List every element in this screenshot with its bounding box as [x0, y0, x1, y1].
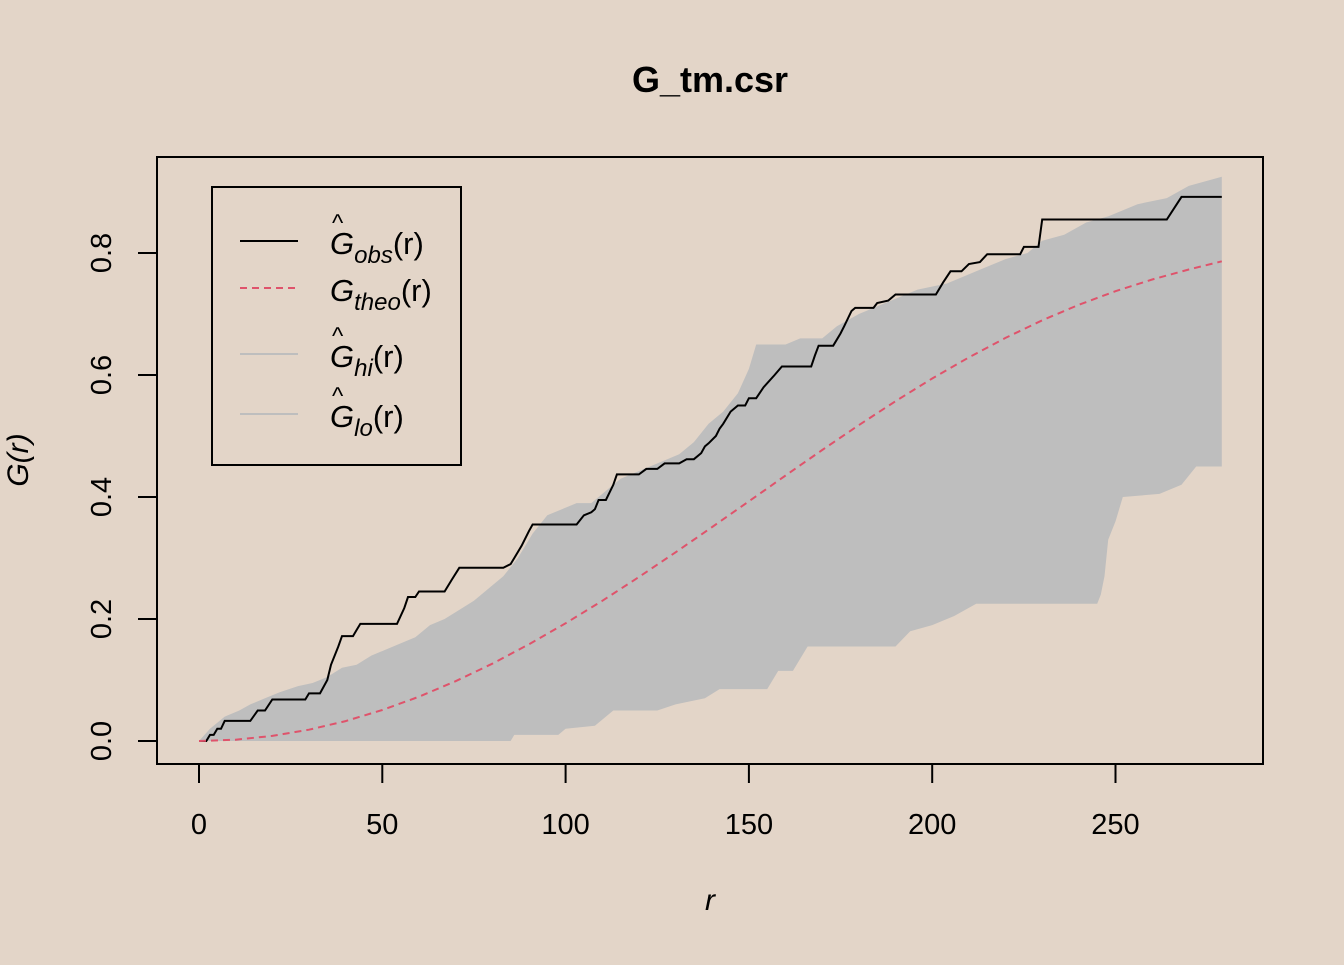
y-tick-label: 0.4: [86, 477, 118, 517]
series-obs-line: [199, 195, 1222, 742]
legend-subscript: theo: [354, 289, 401, 316]
legend-label: Gtheo(r): [330, 273, 432, 316]
legend-hat: ^: [332, 210, 344, 237]
legend-symbol: G: [330, 339, 354, 374]
legend-item-hi: Ghi(r)^: [240, 323, 404, 382]
legend-label: Ghi(r): [330, 339, 404, 382]
x-tick-label: 100: [541, 809, 589, 841]
envelope-band: [199, 176, 1222, 742]
legend-argument: (r): [393, 226, 424, 261]
legend-item-lo: Glo(r)^: [240, 383, 404, 442]
legend-argument: (r): [373, 339, 404, 374]
legend-symbol: G: [330, 399, 354, 434]
x-tick-label: 150: [725, 809, 773, 841]
legend-box: [211, 186, 462, 466]
legend-subscript: obs: [354, 242, 393, 269]
legend-symbol: G: [330, 226, 354, 261]
envelope-layer: [199, 176, 1222, 742]
legend-symbol: G: [330, 273, 354, 308]
x-axis: 0 50 100 150 200 250: [191, 763, 1140, 841]
y-tick-label: 0.0: [86, 721, 118, 761]
series-theo-line: [198, 260, 1223, 742]
legend-subscript: hi: [354, 355, 373, 382]
y-tick-label: 0.6: [86, 355, 118, 395]
legend-label: Glo(r): [330, 399, 404, 442]
y-axis: 0.0 0.2 0.4 0.6 0.8: [86, 233, 158, 761]
legend-argument: (r): [373, 399, 404, 434]
x-tick-label: 250: [1091, 809, 1139, 841]
y-tick-label: 0.8: [86, 233, 118, 273]
y-tick-label: 0.2: [86, 599, 118, 639]
legend-label: Gobs(r): [330, 226, 424, 269]
legend-hat: ^: [332, 383, 344, 410]
legend-item-theo: Gtheo(r): [240, 273, 432, 316]
x-tick-label: 50: [366, 809, 398, 841]
x-tick-label: 0: [191, 809, 207, 841]
y-axis-label: G(r): [2, 433, 35, 486]
chart-title: G_tm.csr: [632, 59, 788, 100]
legend-hat: ^: [332, 323, 344, 350]
x-axis-label: r: [705, 884, 716, 917]
x-tick-label: 200: [908, 809, 956, 841]
legend: Gobs(r)^Gtheo(r)Ghi(r)^Glo(r)^: [211, 186, 462, 466]
lines-layer: [198, 195, 1223, 742]
legend-argument: (r): [401, 273, 432, 308]
legend-item-obs: Gobs(r)^: [240, 210, 424, 269]
legend-subscript: lo: [354, 415, 373, 442]
